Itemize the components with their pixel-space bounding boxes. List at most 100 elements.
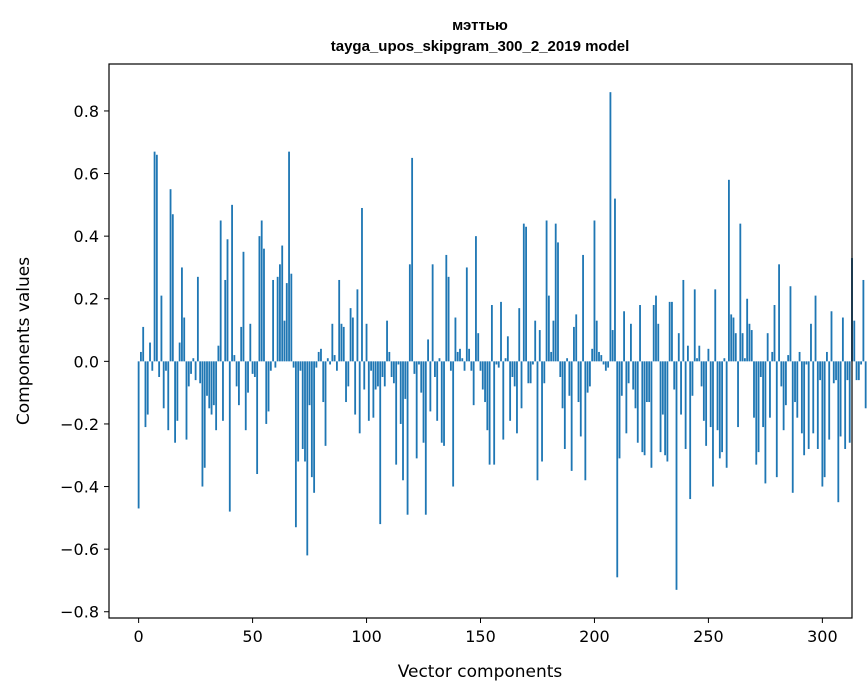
bar — [748, 323, 751, 362]
bar — [317, 351, 320, 362]
bar — [292, 361, 295, 368]
bar — [625, 361, 628, 434]
bar — [361, 207, 363, 362]
y-tick-label: −0.8 — [60, 603, 99, 622]
bar — [381, 361, 384, 377]
bar — [160, 295, 163, 362]
bar — [149, 342, 151, 362]
bar — [826, 351, 828, 362]
bar — [513, 361, 516, 387]
bar — [835, 361, 837, 381]
x-axis-label: Vector components — [398, 662, 563, 682]
bar — [743, 358, 746, 362]
bar — [290, 273, 293, 362]
bar — [288, 151, 290, 362]
bar — [632, 361, 635, 390]
bar — [196, 276, 199, 362]
bar — [210, 361, 213, 415]
bar — [684, 361, 687, 449]
bar — [557, 242, 559, 362]
bar — [511, 361, 514, 377]
bar — [614, 198, 616, 362]
bar — [577, 361, 580, 403]
bar — [440, 361, 443, 443]
bar — [536, 361, 539, 481]
bar — [258, 236, 261, 362]
bar — [265, 361, 268, 424]
bar — [329, 361, 331, 365]
bar — [240, 326, 243, 362]
bar — [616, 361, 619, 578]
bar — [627, 361, 630, 384]
bar — [158, 361, 161, 377]
bar — [279, 264, 281, 362]
y-tick-label: −0.4 — [60, 478, 99, 497]
bar — [146, 361, 149, 415]
bar — [206, 361, 208, 396]
bar — [333, 355, 336, 362]
bar — [420, 361, 423, 393]
bar — [643, 361, 646, 456]
bar — [217, 345, 220, 362]
bar — [418, 361, 420, 365]
bar — [698, 345, 701, 362]
bar — [773, 305, 776, 362]
bar — [575, 314, 578, 362]
bar — [714, 289, 717, 362]
x-tick-label: 0 — [134, 627, 144, 646]
bar — [272, 279, 275, 362]
bar — [299, 361, 302, 371]
bar — [192, 358, 195, 362]
bar — [342, 326, 345, 362]
bar — [504, 358, 507, 362]
bar — [755, 361, 758, 465]
x-tick-label: 150 — [465, 627, 496, 646]
bar — [609, 92, 612, 362]
bar — [445, 254, 448, 362]
bar — [427, 339, 429, 362]
bar — [481, 361, 484, 390]
bar — [463, 361, 466, 371]
bar — [402, 361, 404, 481]
bar — [573, 326, 575, 362]
y-axis-label: Components values — [14, 257, 34, 425]
bar — [411, 157, 414, 362]
bar — [652, 305, 655, 362]
bar — [244, 361, 247, 431]
bar — [140, 351, 142, 362]
bar — [438, 358, 441, 362]
bar — [661, 361, 664, 415]
bar — [301, 361, 304, 449]
bar — [434, 361, 436, 377]
bar — [456, 351, 459, 362]
bar — [199, 361, 202, 384]
bar — [563, 361, 566, 449]
bar — [169, 189, 172, 362]
x-tick-label: 200 — [579, 627, 610, 646]
bar — [194, 361, 197, 381]
bar — [324, 361, 327, 446]
bar — [231, 204, 233, 362]
bar — [283, 320, 286, 362]
bar — [538, 330, 541, 362]
bar — [447, 276, 450, 362]
bar — [372, 361, 375, 418]
bar — [803, 361, 806, 456]
bar — [771, 351, 774, 362]
bar — [486, 361, 489, 431]
x-tick-label: 300 — [807, 627, 838, 646]
bar — [782, 361, 785, 431]
bar — [561, 361, 564, 409]
bar — [618, 361, 621, 459]
bar — [579, 361, 582, 437]
bar — [351, 317, 354, 362]
bar — [586, 361, 589, 393]
bar — [208, 361, 211, 409]
bar — [600, 355, 603, 362]
bar — [607, 361, 610, 368]
bar — [181, 267, 183, 362]
bar — [488, 361, 491, 465]
bar — [739, 223, 742, 362]
bar — [155, 154, 158, 362]
bar — [696, 358, 698, 362]
